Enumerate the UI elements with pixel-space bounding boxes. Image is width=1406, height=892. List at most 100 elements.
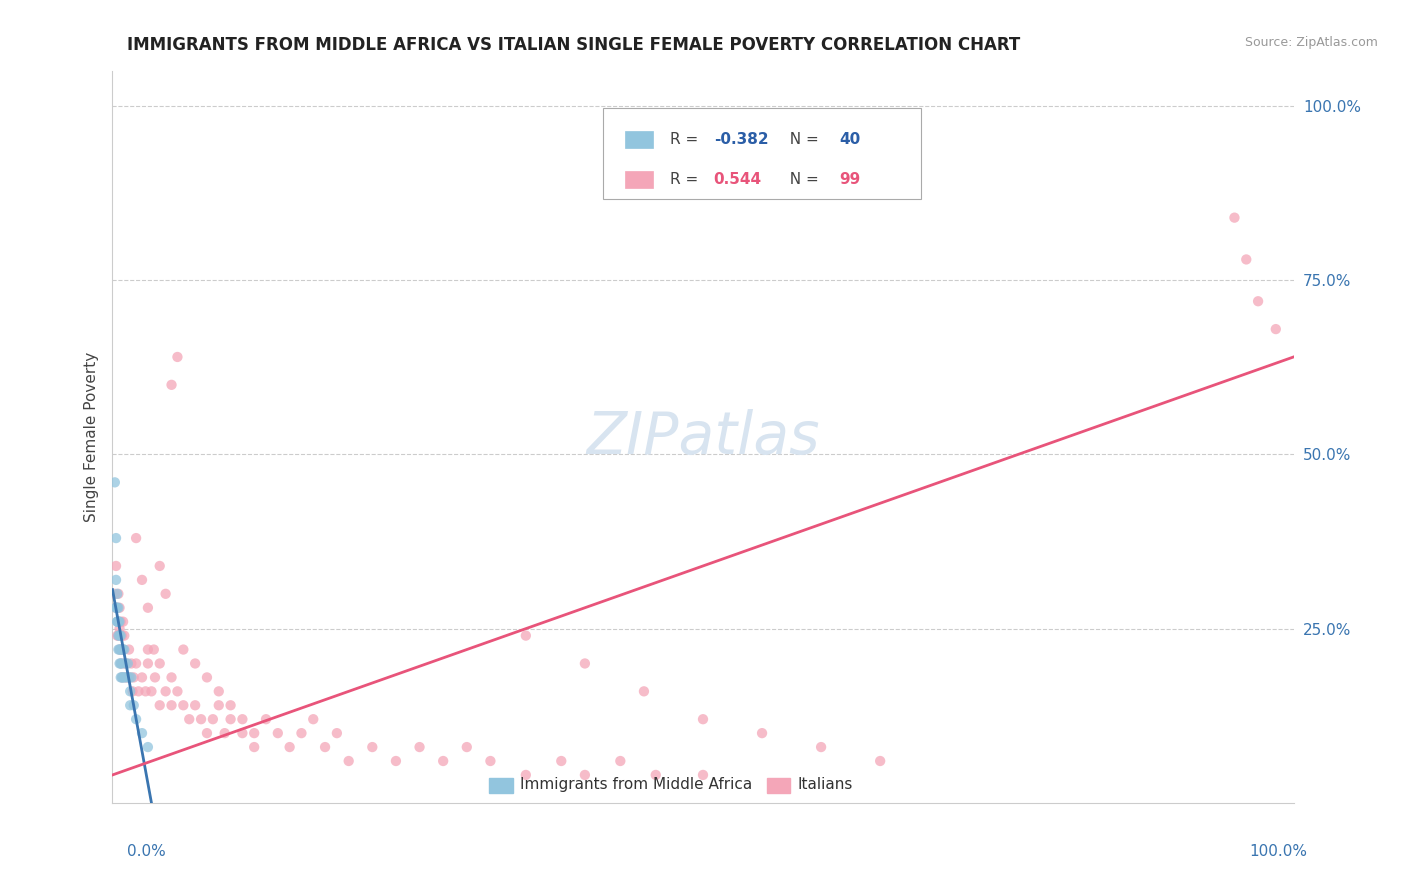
Point xyxy=(290,726,312,740)
Text: Immigrants from Middle Africa: Immigrants from Middle Africa xyxy=(520,777,752,792)
Point xyxy=(1223,211,1246,225)
Point xyxy=(219,698,242,713)
Text: 40: 40 xyxy=(839,132,860,147)
Point xyxy=(105,600,128,615)
Point xyxy=(243,726,266,740)
Point xyxy=(479,754,502,768)
Text: Source: ZipAtlas.com: Source: ZipAtlas.com xyxy=(1244,36,1378,49)
Point xyxy=(114,657,136,671)
Point xyxy=(136,600,159,615)
Point xyxy=(515,768,537,782)
Point xyxy=(108,642,131,657)
Point xyxy=(136,740,159,755)
Point xyxy=(160,698,183,713)
Point xyxy=(278,740,301,755)
Point xyxy=(125,531,148,545)
Point xyxy=(190,712,212,726)
Point xyxy=(112,642,135,657)
Point xyxy=(112,615,135,629)
Point xyxy=(111,642,134,657)
Point xyxy=(267,726,290,740)
Point xyxy=(136,642,159,657)
Point xyxy=(254,712,277,726)
Point xyxy=(692,768,714,782)
Point xyxy=(107,615,129,629)
Text: 99: 99 xyxy=(839,172,860,187)
Point xyxy=(105,615,128,629)
Point xyxy=(110,657,132,671)
Point xyxy=(115,657,138,671)
Point xyxy=(108,657,131,671)
Point xyxy=(105,587,128,601)
Point xyxy=(120,670,142,684)
Point xyxy=(105,600,128,615)
Text: N =: N = xyxy=(780,132,824,147)
Point xyxy=(114,670,136,684)
Point xyxy=(155,587,177,601)
Point xyxy=(111,670,134,684)
Point xyxy=(122,698,145,713)
Point xyxy=(692,712,714,726)
Point xyxy=(231,712,253,726)
Point xyxy=(574,768,596,782)
Text: 0.544: 0.544 xyxy=(714,172,762,187)
Point xyxy=(208,684,231,698)
Point xyxy=(112,642,135,657)
Point xyxy=(107,587,129,601)
Text: ZIPatlas: ZIPatlas xyxy=(586,409,820,466)
FancyBboxPatch shape xyxy=(603,108,921,200)
Text: 0.0%: 0.0% xyxy=(127,845,166,859)
Point xyxy=(385,754,408,768)
Point xyxy=(1247,294,1270,309)
Point xyxy=(361,740,384,755)
Point xyxy=(118,670,141,684)
Point xyxy=(302,712,325,726)
Point xyxy=(117,657,139,671)
Point xyxy=(112,657,135,671)
Point xyxy=(326,726,349,740)
Point xyxy=(118,642,141,657)
Point xyxy=(136,657,159,671)
Point xyxy=(127,684,149,698)
Point xyxy=(432,754,454,768)
Point xyxy=(231,726,253,740)
Point xyxy=(105,629,128,643)
Point xyxy=(219,712,242,726)
Point xyxy=(131,670,153,684)
Point xyxy=(633,684,655,698)
Point xyxy=(104,475,127,490)
Point xyxy=(131,573,153,587)
Point xyxy=(112,642,135,657)
Y-axis label: Single Female Poverty: Single Female Poverty xyxy=(83,352,98,522)
Point xyxy=(105,600,128,615)
Point xyxy=(141,684,163,698)
Point xyxy=(121,684,143,698)
Point xyxy=(143,670,166,684)
Point xyxy=(166,350,188,364)
FancyBboxPatch shape xyxy=(626,130,654,148)
Point xyxy=(120,670,142,684)
Point xyxy=(120,657,142,671)
Point xyxy=(105,573,128,587)
Point xyxy=(110,642,132,657)
Point xyxy=(110,615,132,629)
Text: R =: R = xyxy=(669,172,703,187)
Point xyxy=(105,531,128,545)
Point xyxy=(172,642,194,657)
Text: R =: R = xyxy=(669,132,703,147)
Point xyxy=(115,670,138,684)
Point xyxy=(179,712,201,726)
Point xyxy=(751,726,773,740)
Point xyxy=(117,670,139,684)
Point xyxy=(155,684,177,698)
Point xyxy=(108,615,131,629)
Point xyxy=(149,698,172,713)
Point xyxy=(550,754,572,768)
Text: -0.382: -0.382 xyxy=(714,132,768,147)
Point xyxy=(108,600,131,615)
Point xyxy=(110,657,132,671)
Point xyxy=(644,768,666,782)
Text: 100.0%: 100.0% xyxy=(1250,845,1308,859)
Point xyxy=(104,587,127,601)
Point xyxy=(108,642,131,657)
